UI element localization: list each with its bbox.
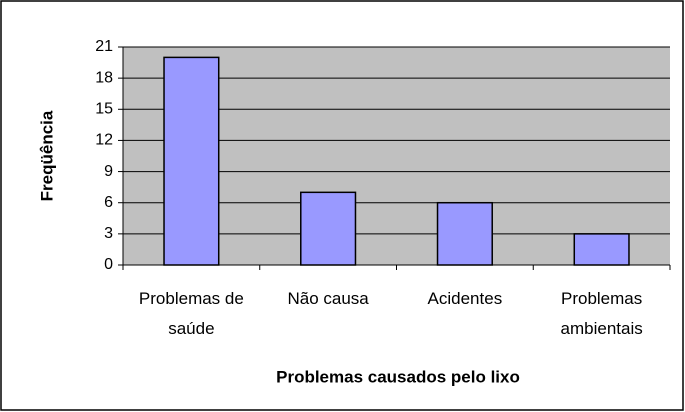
- bar: [163, 56, 220, 266]
- x-tick-label: Problemas de saúde: [138, 289, 244, 338]
- bar: [300, 191, 357, 266]
- x-tick-label: Não causa: [287, 289, 369, 308]
- y-tick-label: 9: [104, 163, 113, 180]
- bar: [573, 233, 630, 266]
- x-axis-title: Problemas causados pelo lixo: [276, 367, 520, 386]
- bar: [436, 201, 493, 266]
- y-axis-title: Freqüência: [37, 110, 56, 201]
- y-tick-label: 15: [95, 101, 113, 118]
- y-tick-label: 21: [95, 38, 113, 55]
- y-tick-label: 6: [104, 194, 113, 211]
- y-tick-label: 0: [104, 256, 113, 273]
- y-tick-label: 3: [104, 225, 113, 242]
- y-tick-label: 12: [95, 132, 113, 149]
- x-tick-label: Problemas ambientais: [560, 289, 643, 338]
- y-tick-label: 18: [95, 69, 113, 86]
- x-tick-label: Acidentes: [427, 289, 503, 308]
